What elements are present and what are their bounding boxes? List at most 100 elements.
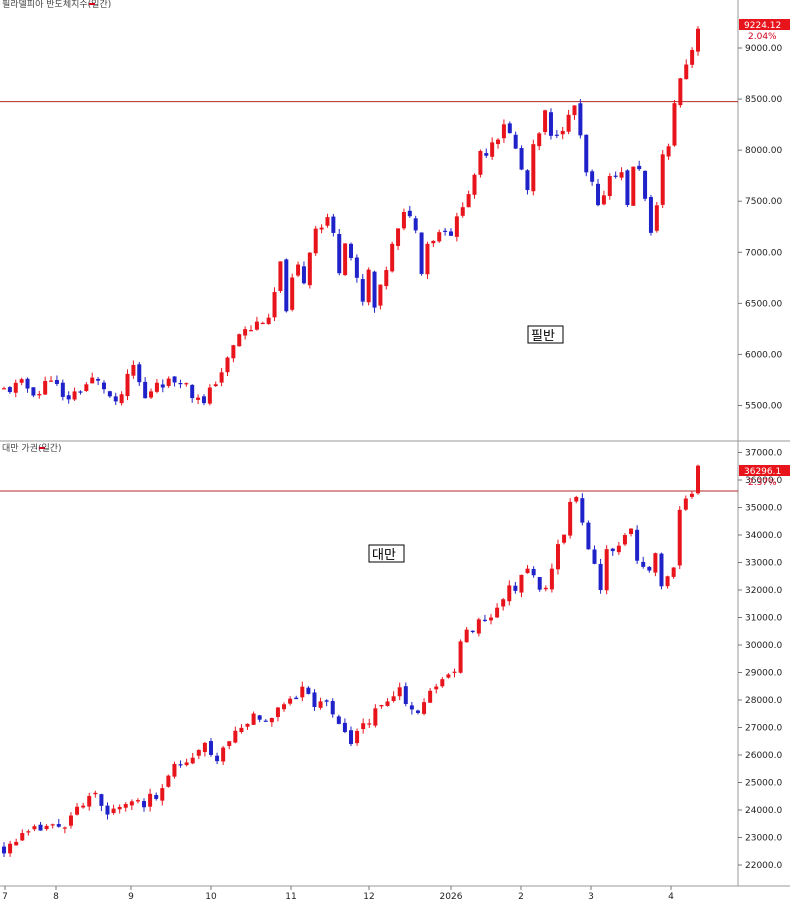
sox-candle-body <box>390 243 395 272</box>
sox-candle-body <box>466 194 471 208</box>
taiex-candle-body <box>641 561 646 567</box>
sox-candle-body <box>2 388 6 390</box>
sox-last-price: 9224.12 <box>744 21 781 31</box>
sox-candle-body <box>460 207 465 216</box>
taiex-legend-label: 대만 가권(일간) <box>2 442 62 454</box>
taiex-ytick-label: 28000.0 <box>745 696 782 706</box>
sox-candle-body <box>448 231 453 236</box>
taiex-candle-body <box>87 795 92 807</box>
sox-ytick-label: 5500.00 <box>745 402 782 412</box>
taiex-candle-body <box>501 599 506 607</box>
taiex-candle-body <box>562 534 567 543</box>
taiex-candle-body <box>476 619 481 634</box>
taiex-ytick-label: 24000.0 <box>745 806 782 816</box>
sox-candle-body <box>419 232 424 274</box>
sox-candle-body <box>437 232 442 242</box>
taiex-candle-body <box>142 801 147 808</box>
sox-candle-body <box>543 110 548 133</box>
taiex-candle-body <box>616 545 621 553</box>
taiex-candle-body <box>665 576 670 587</box>
sox-candle-body <box>484 153 489 156</box>
sox-candle-body <box>331 216 336 233</box>
sox-candle-body <box>101 382 106 390</box>
sox-candle-body <box>360 279 365 302</box>
taiex-candle-body <box>184 762 189 766</box>
sox-legend: 필라델피아 반도체지수(일간) <box>2 0 111 10</box>
sox-candle-body <box>284 259 289 312</box>
taiex-candle-body <box>537 577 542 590</box>
taiex-candle-body <box>245 723 250 727</box>
taiex-ytick-label: 36000.0 <box>745 476 782 486</box>
sox-candle-body <box>143 381 148 399</box>
taiex-candle-body <box>56 824 61 827</box>
sox-candle-body <box>72 391 77 400</box>
xtick-label: 10 <box>205 892 217 900</box>
taiex-candle-body <box>653 553 658 573</box>
taiex-candle-body <box>531 568 536 576</box>
taiex-candle-body <box>26 831 31 833</box>
sox-price-axis: 5500.00 6000.00 6500.00 7000.00 7500.00 8000.… <box>738 44 782 412</box>
taiex-candle-body <box>154 795 159 799</box>
sox-candle-body <box>513 134 518 149</box>
sox-candle-body <box>49 380 54 382</box>
taiex-candle-body <box>446 674 451 678</box>
sox-candle-body <box>654 205 659 231</box>
taiex-candle-body <box>221 747 226 762</box>
sox-candle-body <box>213 384 218 387</box>
sox-candle-body <box>231 345 236 359</box>
taiex-legend: 대만 가권(일간) <box>2 442 62 454</box>
taiex-candle-body <box>391 696 396 701</box>
taiex-candle-body <box>482 619 487 621</box>
sox-candle-body <box>401 212 406 229</box>
sox-candle-body <box>584 134 589 173</box>
sox-candle-body <box>237 334 242 347</box>
taiex-candle-body <box>93 792 98 795</box>
sox-candle-body <box>548 112 553 136</box>
taiex-candle-body <box>202 742 207 753</box>
sox-candle-body <box>501 124 506 139</box>
taiex-candle-body <box>312 692 317 707</box>
taiex-candle-body <box>172 763 177 777</box>
taiex-candle-body <box>288 698 293 704</box>
sox-candle-body <box>413 218 418 231</box>
sox-candle-body <box>572 105 577 116</box>
sox-candle-body <box>578 103 583 136</box>
taiex-candle-body <box>117 806 122 810</box>
taiex-candle-body <box>458 641 463 673</box>
taiex-last-price-tag: 36296.1 2.37% <box>739 465 790 488</box>
sox-candle-body <box>443 230 448 232</box>
taiex-candle-body <box>635 529 640 561</box>
sox-candle-body <box>366 269 371 303</box>
sox-ytick-label: 8000.00 <box>745 146 782 156</box>
sox-candle-body <box>684 64 689 80</box>
taiex-candle-body <box>586 522 591 550</box>
sox-candle-body <box>7 387 12 393</box>
sox-candle-body <box>54 379 59 384</box>
sox-candle-body <box>119 394 124 404</box>
taiex-candle-body <box>543 587 548 590</box>
sox-candle-body <box>607 176 612 197</box>
sox-candle-body <box>249 330 254 332</box>
taiex-last-price: 36296.1 <box>744 467 781 477</box>
taiex-candle-body <box>123 804 128 808</box>
sox-candle-body <box>125 373 130 397</box>
sox-candle-body <box>648 197 653 233</box>
taiex-price-axis: 22000.0 23000.0 24000.0 25000.0 26000.0 27000… <box>738 449 782 871</box>
sox-candle-body <box>660 154 665 205</box>
taiex-candle-body <box>44 825 49 830</box>
taiex-candle-body <box>367 723 372 725</box>
taiex-candle-body <box>38 824 43 831</box>
sox-candle-body <box>354 257 359 278</box>
sox-candle-body <box>131 364 136 376</box>
sox-candle-body <box>225 357 230 373</box>
sox-candle-body <box>519 148 524 170</box>
taiex-ytick-label: 26000.0 <box>745 751 782 761</box>
xtick-label: 11 <box>285 892 296 900</box>
sox-candle-body <box>666 146 671 157</box>
sox-candle-body <box>378 284 383 306</box>
sox-candle-body <box>90 377 95 384</box>
sox-candle-body <box>337 234 342 274</box>
xtick-label: 3 <box>588 892 594 900</box>
xtick-label: 2 <box>518 892 524 900</box>
